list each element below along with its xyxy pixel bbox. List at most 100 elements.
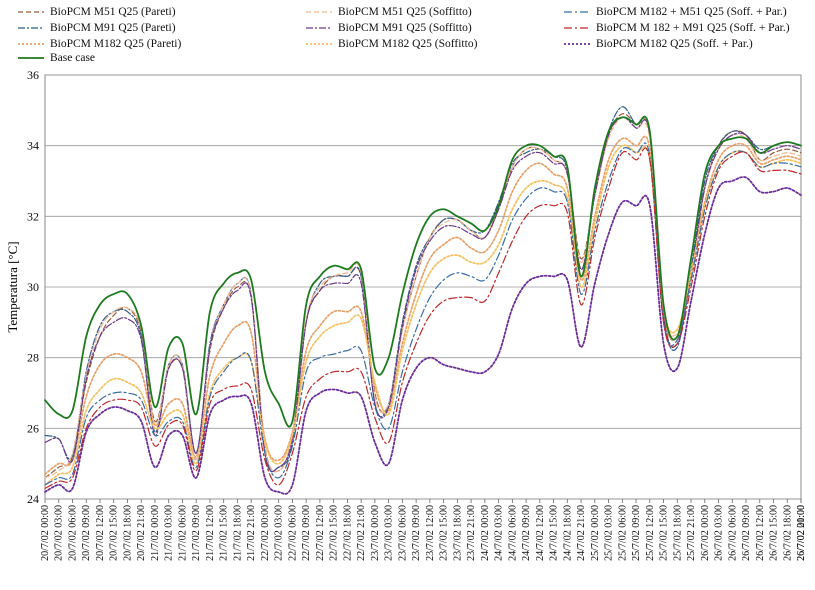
legend-label: BioPCM M182 Q25 (Soff. + Par.) [596, 38, 753, 50]
x-tick-label: 22/7/02 12:00 [315, 505, 326, 561]
x-tick-label: 25/7/02 06:00 [617, 505, 628, 561]
legend-item: BioPCM M91 Q25 (Soffitto) [304, 20, 472, 36]
x-tick-label: 24/7/02 12:00 [535, 505, 546, 561]
x-tick-label: 22/7/02 21:00 [356, 505, 367, 561]
x-tick-label: 26/7/02 15:00 [769, 505, 780, 561]
x-tick-label: 23/7/02 06:00 [397, 505, 408, 561]
legend-label: BioPCM M182 Q25 (Pareti) [50, 38, 182, 50]
x-tick-label: 22/7/02 06:00 [287, 505, 298, 561]
x-tick-label: 22/7/02 03:00 [274, 505, 285, 561]
x-tick-label: 25/7/02 03:00 [604, 505, 615, 561]
legend-label: BioPCM M182 Q25 (Soffitto) [338, 38, 478, 50]
x-tick-label: 22/7/02 15:00 [329, 505, 340, 561]
x-tick-label: 26/7/02 12:00 [755, 505, 766, 561]
y-tick-label: 26 [27, 421, 39, 435]
x-tick-label: 20/7/02 12:00 [95, 505, 106, 561]
legend-item: BioPCM M182 Q25 (Soffitto) [304, 36, 477, 52]
series-line-5 [44, 144, 802, 486]
x-tick-label: 24/7/02 09:00 [521, 505, 532, 561]
x-tick-label: 24/7/02 06:00 [507, 505, 518, 561]
x-tick-label: 25/7/02 12:00 [645, 505, 656, 561]
x-tick-label: 21/7/02 12:00 [205, 505, 216, 561]
x-tick-label: 23/7/02 03:00 [384, 505, 395, 561]
y-tick-label: 36 [27, 68, 39, 82]
legend-swatch [18, 27, 44, 29]
legend-item: BioPCM M182 + M51 Q25 (Soff. + Par.) [562, 4, 787, 20]
legend-swatch [564, 43, 590, 45]
legend-item: BioPCM M91 Q25 (Pareti) [16, 20, 176, 36]
legend-item: BioPCM M51 Q25 (Soffitto) [304, 4, 472, 20]
series-line-7 [44, 147, 802, 489]
x-tick-label: 25/7/02 21:00 [686, 505, 697, 561]
x-tick-label: 23/7/02 15:00 [439, 505, 450, 561]
x-tick-label: 24/7/02 03:00 [494, 505, 505, 561]
legend: BioPCM M51 Q25 (Pareti) BioPCM M91 Q25 (P… [0, 0, 815, 66]
legend-label: BioPCM M91 Q25 (Soffitto) [338, 22, 472, 34]
series-line-6 [44, 142, 802, 486]
x-tick-label: 22/7/02 18:00 [342, 505, 353, 561]
legend-swatch [18, 43, 44, 45]
x-tick-label: 21/7/02 21:00 [246, 505, 257, 561]
y-tick-label: 32 [27, 209, 39, 223]
legend-swatch [306, 27, 332, 29]
x-tick-label: 26/7/02 03:00 [714, 505, 725, 561]
series-line-8 [44, 176, 802, 495]
y-tick-label: 30 [27, 280, 39, 294]
y-tick-label: 34 [27, 139, 39, 153]
x-tick-label: 20/7/02 21:00 [136, 505, 147, 561]
legend-item: BioPCM M182 Q25 (Soff. + Par.) [562, 36, 753, 52]
x-tick-label: 21/7/02 00:00 [150, 505, 161, 561]
x-tick-label: 23/7/02 00:00 [370, 505, 381, 561]
legend-label: BioPCM M 182 + M91 Q25 (Soff. + Par.) [596, 22, 790, 34]
x-tick-label: 20/7/02 18:00 [122, 505, 133, 561]
legend-label: BioPCM M51 Q25 (Soffitto) [338, 6, 472, 18]
x-tick-label: 25/7/02 00:00 [590, 505, 601, 561]
x-tick-label: 21/7/02 15:00 [219, 505, 230, 561]
legend-swatch [18, 11, 44, 13]
legend-swatch [564, 27, 590, 29]
legend-item: BioPCM M182 Q25 (Pareti) [16, 36, 181, 52]
x-tick-label: 21/7/02 18:00 [232, 505, 243, 561]
series-group [44, 106, 802, 495]
legend-label: Base case [50, 52, 96, 64]
legend-item: BioPCM M51 Q25 (Pareti) [16, 4, 176, 20]
x-tick-label: 24/7/02 00:00 [480, 505, 491, 561]
x-tick-label: 21/7/02 06:00 [177, 505, 188, 561]
x-tick-label: 25/7/02 09:00 [631, 505, 642, 561]
y-tick-label: 28 [27, 351, 39, 365]
legend-label: BioPCM M182 + M51 Q25 (Soff. + Par.) [596, 6, 787, 18]
x-tick-label: 24/7/02 15:00 [549, 505, 560, 561]
x-tick-label: 25/7/02 15:00 [659, 505, 670, 561]
x-tick-label: 21/7/02 09:00 [191, 505, 202, 561]
x-tick-label: 26/7/02 06:00 [727, 505, 738, 561]
legend-item: BioPCM M 182 + M91 Q25 (Soff. + Par.) [562, 20, 790, 36]
legend-label: BioPCM M91 Q25 (Pareti) [50, 22, 176, 34]
x-tick-label: 25/7/02 18:00 [672, 505, 683, 561]
x-tick-label: 26/7/02 09:00 [741, 505, 752, 561]
x-tick-label: 21/7/02 03:00 [164, 505, 175, 561]
x-tick-label: 23/7/02 12:00 [425, 505, 436, 561]
y-axis-label: Temperatura [°C] [5, 241, 20, 332]
y-tick-label: 24 [27, 492, 39, 506]
x-tick-label: 20/7/02 03:00 [54, 505, 65, 561]
x-tick-label: 22/7/02 00:00 [260, 505, 271, 561]
x-tick-label: 22/7/02 09:00 [301, 505, 312, 561]
x-tick-label: 23/7/02 18:00 [452, 505, 463, 561]
x-tick-label: 24/7/02 21:00 [576, 505, 587, 561]
x-tick-label: 26/7/02 00:00 [700, 505, 711, 561]
x-tick-label: 26/7/02 00:00 [796, 505, 807, 561]
x-tick-label: 20/7/02 00:00 [40, 505, 51, 561]
x-tick-label: 20/7/02 06:00 [67, 505, 78, 561]
series-line-9 [44, 115, 802, 428]
legend-swatch [18, 57, 44, 59]
legend-swatch [564, 11, 590, 13]
x-tick-label: 26/7/02 21:00 [796, 505, 807, 561]
legend-swatch [306, 11, 332, 13]
x-tick-label: 20/7/02 15:00 [109, 505, 120, 561]
legend-swatch [306, 43, 332, 45]
x-tick-label: 20/7/02 09:00 [81, 505, 92, 561]
legend-item: Base case [16, 50, 95, 66]
x-tick-label: 23/7/02 21:00 [466, 505, 477, 561]
